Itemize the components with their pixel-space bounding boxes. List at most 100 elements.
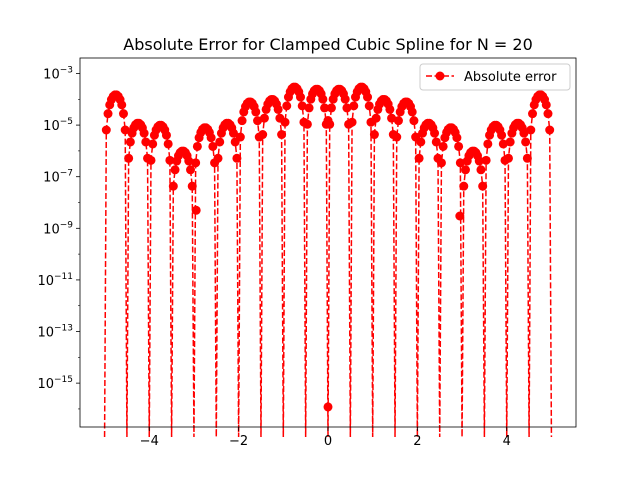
plot-area [79, 57, 577, 438]
data-point [543, 109, 553, 119]
data-point [208, 141, 218, 151]
data-point [455, 158, 465, 168]
data-point [347, 117, 357, 127]
data-point [148, 139, 158, 149]
data-point [277, 130, 287, 140]
data-point [393, 116, 403, 126]
data-point [120, 125, 130, 135]
data-point [522, 153, 532, 163]
data-point [187, 181, 197, 191]
data-point [184, 156, 194, 166]
data-point [363, 92, 373, 102]
data-point [251, 107, 261, 117]
data-point [478, 181, 488, 191]
data-point [191, 158, 201, 168]
legend-box [419, 63, 571, 91]
data-point [237, 116, 247, 126]
data-point [430, 128, 440, 138]
x-tick-label: −4 [140, 434, 159, 449]
data-point [519, 128, 529, 138]
data-point [459, 181, 469, 191]
data-point [323, 402, 333, 412]
y-tick-label: 10−5 [43, 117, 73, 134]
data-point [304, 103, 314, 113]
data-point [342, 103, 352, 113]
data-point [163, 139, 173, 149]
data-point [528, 109, 538, 119]
data-point [235, 132, 245, 142]
data-point [273, 104, 283, 114]
data-point [340, 94, 350, 104]
data-point [392, 132, 402, 142]
data-point [503, 153, 513, 163]
data-point [407, 107, 417, 117]
legend-entry-label: Absolute error [464, 70, 557, 85]
data-point [213, 153, 223, 163]
data-point [170, 165, 180, 175]
data-point [186, 165, 196, 175]
data-point [146, 155, 156, 165]
data-point [545, 125, 555, 135]
data-point [141, 137, 151, 147]
data-point [454, 141, 464, 151]
data-point [103, 109, 113, 119]
data-point [387, 113, 397, 123]
data-point [452, 133, 462, 143]
data-point [318, 94, 328, 104]
legend: Absolute error [419, 63, 571, 91]
x-axis: −4 −2 0 2 4 [140, 427, 511, 449]
data-point [296, 92, 305, 102]
data-point [139, 128, 149, 138]
data-point [118, 109, 128, 119]
data-point [192, 141, 202, 151]
data-point [282, 101, 292, 111]
data-point [541, 100, 551, 110]
data-point [165, 155, 175, 165]
data-point [253, 116, 263, 126]
data-point [117, 100, 127, 110]
data-point [232, 153, 242, 163]
data-point [349, 101, 359, 111]
y-tick-label: 10−13 [37, 324, 73, 341]
series-layer [101, 82, 555, 438]
data-point [371, 113, 381, 123]
data-point [259, 113, 269, 123]
x-tick-label: 0 [324, 434, 332, 449]
data-point [414, 153, 424, 163]
data-point [369, 130, 379, 140]
data-point [498, 139, 508, 149]
data-point [476, 165, 486, 175]
data-point [455, 211, 465, 221]
data-point [481, 155, 491, 165]
data-point [124, 153, 134, 163]
y-tick-label: 10−11 [37, 272, 73, 289]
x-tick-label: −2 [229, 434, 248, 449]
data-point [320, 103, 330, 113]
data-point [161, 130, 171, 140]
data-point [505, 137, 515, 147]
data-point [228, 128, 238, 138]
data-point [215, 137, 225, 147]
data-point [385, 104, 395, 114]
y-axis: 10−3 10−5 10−7 10−9 10−11 10−13 10−15 [37, 65, 80, 410]
x-tick-label: 4 [503, 434, 511, 449]
data-point [258, 130, 268, 140]
y-tick-label: 10−7 [43, 169, 73, 186]
data-point [364, 101, 374, 111]
data-point [483, 139, 493, 149]
y-tick-label: 10−3 [43, 65, 73, 82]
y-tick-label: 10−9 [43, 220, 73, 237]
data-point [302, 119, 312, 129]
data-point [497, 130, 507, 140]
data-point [326, 103, 336, 113]
data-point [101, 125, 111, 135]
data-point [474, 156, 484, 166]
x-tick-label: 2 [413, 434, 421, 449]
data-point [521, 137, 531, 147]
data-point [125, 137, 135, 147]
data-point [280, 117, 290, 127]
chart-title: Absolute Error for Clamped Cubic Spline … [123, 35, 533, 54]
data-point [436, 158, 446, 168]
